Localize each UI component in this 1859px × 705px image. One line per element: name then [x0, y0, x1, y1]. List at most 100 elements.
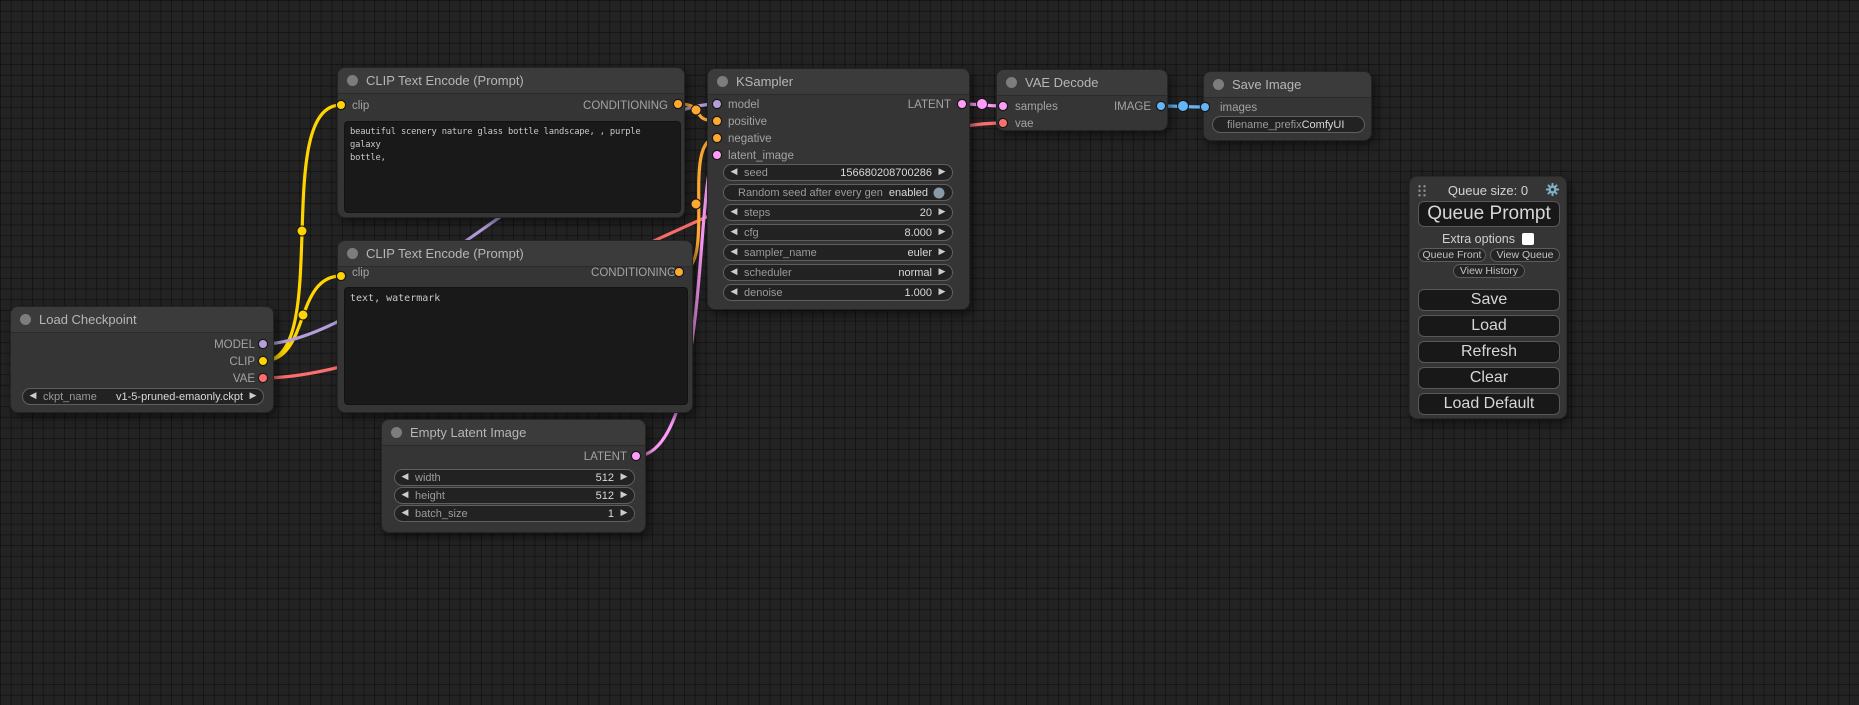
collapse-dot-icon[interactable]	[347, 75, 358, 86]
widget-value: v1-5-pruned-emaonly.ckpt	[116, 390, 243, 403]
decrement-arrow-icon[interactable]: ◀	[730, 227, 738, 237]
denoise-widget[interactable]: ◀ denoise 1.000 ▶	[723, 284, 953, 301]
collapse-dot-icon[interactable]	[20, 314, 31, 325]
collapse-dot-icon[interactable]	[347, 248, 358, 259]
prompt-textarea[interactable]: text, watermark	[344, 287, 688, 405]
prompt-textarea[interactable]: beautiful scenery nature glass bottle la…	[344, 121, 681, 213]
node-title-bar[interactable]: CLIP Text Encode (Prompt)	[338, 241, 692, 267]
collapse-dot-icon[interactable]	[717, 76, 728, 87]
decrement-arrow-icon[interactable]: ◀	[29, 391, 37, 401]
increment-arrow-icon[interactable]: ▶	[938, 247, 946, 257]
increment-arrow-icon[interactable]: ▶	[620, 508, 628, 518]
filename-prefix-widget[interactable]: filename_prefix ComfyUI	[1212, 116, 1365, 133]
sampler-name-combo[interactable]: ◀ sampler_name euler ▶	[723, 244, 953, 261]
node-title: KSampler	[736, 74, 794, 89]
steps-widget[interactable]: ◀ steps 20 ▶	[723, 204, 953, 221]
random-seed-toggle[interactable]: Random seed after every gen enabled	[723, 184, 953, 201]
decrement-arrow-icon[interactable]: ◀	[730, 207, 738, 217]
widget-name: width	[415, 471, 441, 484]
increment-arrow-icon[interactable]: ▶	[620, 490, 628, 500]
save-button[interactable]: Save	[1418, 289, 1560, 311]
batch-size-widget[interactable]: ◀ batch_size 1 ▶	[394, 505, 635, 522]
link-dot[interactable]	[690, 104, 702, 116]
widget-name: steps	[744, 206, 771, 219]
decrement-arrow-icon[interactable]: ◀	[730, 247, 738, 257]
increment-arrow-icon[interactable]: ▶	[938, 167, 946, 177]
node-clip-text-encode-negative[interactable]: CLIP Text Encode (Prompt) clip CONDITION…	[337, 240, 693, 413]
refresh-button[interactable]: Refresh	[1418, 341, 1560, 363]
increment-arrow-icon[interactable]: ▶	[620, 472, 628, 482]
widget-value: 512	[595, 471, 614, 484]
seed-widget[interactable]: ◀ seed 156680208700286 ▶	[723, 164, 953, 181]
load-button[interactable]: Load	[1418, 315, 1560, 337]
widget-name: Random seed after every gen	[738, 186, 883, 199]
node-title: Save Image	[1232, 77, 1302, 92]
widget-value: euler	[907, 246, 932, 259]
input-slot-vae: vae	[1015, 118, 1034, 130]
node-title-bar[interactable]: KSampler	[708, 69, 969, 95]
decrement-arrow-icon[interactable]: ◀	[730, 267, 738, 277]
increment-arrow-icon[interactable]: ▶	[938, 287, 946, 297]
node-title-bar[interactable]: Load Checkpoint	[11, 307, 273, 333]
widget-value: 512	[595, 489, 614, 502]
node-title-bar[interactable]: Save Image	[1204, 72, 1371, 98]
decrement-arrow-icon[interactable]: ◀	[401, 508, 409, 518]
widget-name: filename_prefix	[1227, 118, 1302, 131]
node-title: Load Checkpoint	[39, 312, 137, 327]
output-slot-conditioning: CONDITIONING	[591, 267, 676, 279]
extra-options-checkbox[interactable]	[1521, 233, 1534, 245]
link-dot[interactable]	[976, 98, 988, 110]
clear-button[interactable]: Clear	[1418, 367, 1560, 389]
widget-value: normal	[898, 266, 932, 279]
decrement-arrow-icon[interactable]: ◀	[401, 472, 409, 482]
width-widget[interactable]: ◀ width 512 ▶	[394, 469, 635, 486]
widget-name: height	[415, 489, 445, 502]
link-dot[interactable]	[690, 198, 702, 210]
scheduler-combo[interactable]: ◀ scheduler normal ▶	[723, 264, 953, 281]
link-dot[interactable]	[1177, 100, 1189, 112]
increment-arrow-icon[interactable]: ▶	[938, 227, 946, 237]
widget-value: 8.000	[904, 226, 932, 239]
view-queue-button[interactable]: View Queue	[1490, 248, 1560, 262]
wire-clip-to-positive-prompt	[261, 103, 343, 363]
node-title-bar[interactable]: VAE Decode	[997, 70, 1167, 96]
output-slot-latent: LATENT	[907, 99, 951, 111]
drag-handle-icon[interactable]	[1417, 184, 1427, 197]
widget-value: enabled	[888, 186, 928, 199]
cfg-widget[interactable]: ◀ cfg 8.000 ▶	[723, 224, 953, 241]
node-clip-text-encode-positive[interactable]: CLIP Text Encode (Prompt) clip CONDITION…	[337, 67, 685, 218]
queue-prompt-button[interactable]: Queue Prompt	[1418, 201, 1560, 227]
queue-menu-panel[interactable]: Queue size: 0 Queue Prompt Extra options…	[1409, 176, 1567, 419]
node-save-image[interactable]: Save Image images filename_prefix ComfyU…	[1203, 71, 1372, 141]
node-title-bar[interactable]: CLIP Text Encode (Prompt)	[338, 68, 684, 94]
decrement-arrow-icon[interactable]: ◀	[401, 490, 409, 500]
output-slot-image: IMAGE	[1113, 101, 1151, 113]
collapse-dot-icon[interactable]	[391, 427, 402, 438]
node-ksampler[interactable]: KSampler model positive negative latent_…	[707, 68, 970, 310]
ckpt-name-combo[interactable]: ◀ ckpt_name v1-5-pruned-emaonly.ckpt ▶	[22, 388, 264, 405]
increment-arrow-icon[interactable]: ▶	[249, 391, 257, 401]
node-title: Empty Latent Image	[410, 425, 527, 440]
queue-front-button[interactable]: Queue Front	[1418, 248, 1486, 262]
settings-gear-icon[interactable]	[1545, 182, 1560, 197]
link-dot[interactable]	[297, 309, 309, 321]
collapse-dot-icon[interactable]	[1006, 77, 1017, 88]
node-vae-decode[interactable]: VAE Decode samples vae IMAGE	[996, 69, 1168, 131]
increment-arrow-icon[interactable]: ▶	[938, 207, 946, 217]
input-slot-clip: clip	[352, 100, 370, 112]
toggle-on-icon[interactable]	[933, 187, 945, 199]
node-load-checkpoint[interactable]: Load Checkpoint MODEL CLIP VAE ◀ ckpt_na…	[10, 306, 274, 413]
link-dot[interactable]	[296, 225, 308, 237]
load-default-button[interactable]: Load Default	[1418, 393, 1560, 415]
input-slot-clip: clip	[352, 267, 370, 279]
collapse-dot-icon[interactable]	[1213, 79, 1224, 90]
decrement-arrow-icon[interactable]: ◀	[730, 287, 738, 297]
height-widget[interactable]: ◀ height 512 ▶	[394, 487, 635, 504]
widget-value: 156680208700286	[840, 166, 932, 179]
increment-arrow-icon[interactable]: ▶	[938, 267, 946, 277]
node-empty-latent-image[interactable]: Empty Latent Image LATENT ◀ width 512 ▶ …	[381, 419, 646, 533]
view-history-button[interactable]: View History	[1453, 264, 1525, 278]
node-title-bar[interactable]: Empty Latent Image	[382, 420, 645, 446]
decrement-arrow-icon[interactable]: ◀	[730, 167, 738, 177]
